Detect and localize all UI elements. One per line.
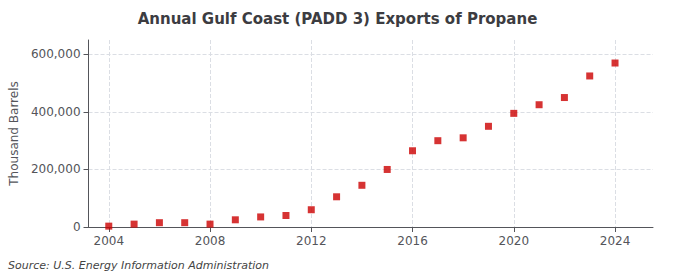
- svg-text:2024: 2024: [600, 234, 631, 248]
- svg-text:400,000: 400,000: [31, 105, 81, 119]
- svg-text:2012: 2012: [296, 234, 327, 248]
- svg-text:Annual Gulf Coast (PADD 3) Exp: Annual Gulf Coast (PADD 3) Exports of Pr…: [138, 10, 538, 28]
- svg-text:0: 0: [73, 220, 81, 234]
- svg-text:2016: 2016: [397, 234, 428, 248]
- svg-text:Source: U.S. Energy Informatio: Source: U.S. Energy Information Administ…: [8, 259, 269, 272]
- svg-text:Thousand Barrels: Thousand Barrels: [7, 81, 21, 186]
- svg-text:2004: 2004: [93, 234, 124, 248]
- svg-text:600,000: 600,000: [31, 47, 81, 61]
- svg-text:200,000: 200,000: [31, 162, 81, 176]
- svg-text:2020: 2020: [499, 234, 530, 248]
- svg-text:2008: 2008: [195, 234, 226, 248]
